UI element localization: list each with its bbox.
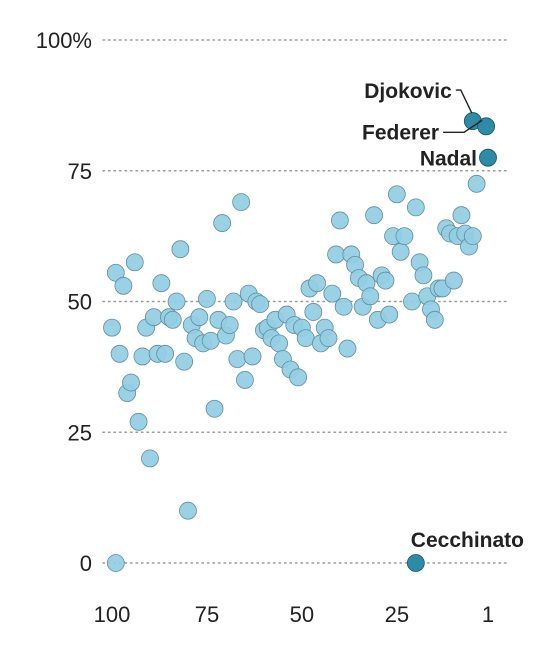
data-point bbox=[232, 193, 251, 212]
data-point bbox=[403, 292, 421, 311]
label-nadal: Nadal bbox=[420, 148, 477, 171]
data-point bbox=[361, 287, 380, 306]
x-tick-label: 25 bbox=[385, 602, 409, 627]
data-point bbox=[406, 198, 425, 217]
x-tick-label: 75 bbox=[195, 602, 219, 627]
y-tick-label: 0 bbox=[80, 551, 92, 576]
data-point bbox=[236, 371, 254, 389]
data-point bbox=[308, 274, 326, 293]
x-tick-label: 1 bbox=[482, 602, 494, 627]
label-cecchinato: Cecchinato bbox=[411, 529, 524, 552]
data-point bbox=[243, 347, 262, 366]
data-point bbox=[414, 266, 433, 285]
data-point bbox=[289, 368, 308, 387]
data-point bbox=[110, 344, 129, 363]
data-point bbox=[365, 206, 383, 225]
data-point bbox=[175, 352, 194, 371]
data-point bbox=[201, 331, 220, 350]
x-tick-label: 50 bbox=[290, 602, 314, 627]
label-federer: Federer bbox=[362, 121, 439, 144]
data-point bbox=[376, 271, 395, 290]
data-point bbox=[251, 295, 270, 314]
data-point bbox=[129, 412, 148, 431]
data-point bbox=[125, 253, 144, 272]
data-point bbox=[395, 227, 414, 246]
y-tick-label: 25 bbox=[68, 420, 92, 445]
data-point bbox=[144, 308, 163, 327]
data-point bbox=[190, 308, 209, 327]
data-point bbox=[156, 344, 175, 363]
data-point bbox=[224, 292, 243, 311]
data-point bbox=[338, 339, 357, 358]
data-point bbox=[319, 329, 338, 348]
data-point bbox=[106, 554, 125, 572]
data-point bbox=[163, 310, 182, 329]
data-point bbox=[463, 227, 482, 246]
y-tick-label: 100% bbox=[36, 28, 92, 53]
data-point bbox=[141, 449, 159, 468]
highlight-point-cecchinato bbox=[406, 554, 425, 572]
highlight-point-federer bbox=[477, 117, 496, 136]
highlight-point-nadal bbox=[479, 148, 497, 167]
label-djokovic: Djokovic bbox=[364, 80, 452, 103]
data-point bbox=[425, 310, 444, 329]
data-point bbox=[220, 316, 239, 334]
data-points bbox=[103, 174, 486, 572]
data-point bbox=[198, 289, 216, 308]
data-point bbox=[452, 206, 471, 225]
data-point bbox=[380, 305, 399, 324]
data-point bbox=[122, 373, 140, 392]
leader-federer bbox=[443, 119, 483, 133]
y-tick-labels: 0 25 50 75 100% bbox=[36, 28, 92, 576]
y-tick-label: 50 bbox=[68, 290, 92, 315]
data-point bbox=[179, 501, 197, 520]
data-point bbox=[327, 245, 345, 264]
data-point bbox=[467, 174, 486, 193]
data-point bbox=[270, 334, 289, 353]
leader-djokovic bbox=[455, 89, 473, 114]
data-point bbox=[304, 303, 323, 321]
data-point bbox=[296, 329, 315, 348]
data-point bbox=[391, 242, 410, 261]
data-point bbox=[133, 347, 152, 366]
y-gridlines bbox=[102, 39, 511, 564]
data-point bbox=[213, 214, 232, 232]
data-point bbox=[323, 284, 342, 303]
data-point bbox=[103, 318, 121, 337]
data-point bbox=[228, 350, 247, 368]
x-tick-labels: 100 75 50 25 1 bbox=[94, 602, 494, 627]
data-point bbox=[152, 274, 171, 293]
highlight-annotations: Djokovic Federer Nadal Cecchinato bbox=[362, 80, 524, 552]
data-point bbox=[334, 297, 353, 316]
data-point bbox=[167, 292, 186, 311]
data-point bbox=[114, 276, 133, 295]
x-tick-label: 100 bbox=[94, 602, 131, 627]
y-tick-label: 75 bbox=[68, 159, 92, 184]
data-point bbox=[330, 211, 349, 230]
data-point bbox=[205, 399, 224, 418]
data-point bbox=[387, 185, 406, 204]
data-point bbox=[444, 271, 463, 290]
data-point bbox=[171, 240, 190, 259]
